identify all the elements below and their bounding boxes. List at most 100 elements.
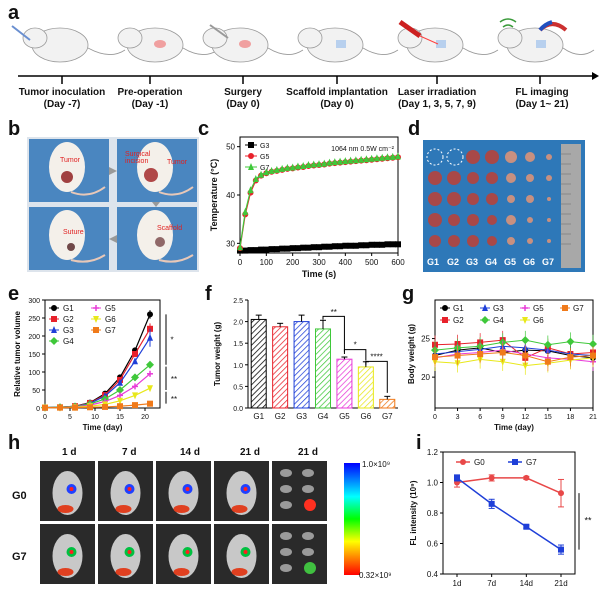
fl-colour-scale-bar xyxy=(344,463,360,575)
y-tick-label: 2.0 xyxy=(233,320,243,327)
data-point xyxy=(368,241,375,248)
x-tick-label: 400 xyxy=(339,258,353,267)
legend-label: G7 xyxy=(105,326,116,335)
data-point xyxy=(268,166,275,174)
fl-column-labels: 1 d 7 d 14 d 21 d 21 d xyxy=(40,447,330,459)
organ-sample xyxy=(302,469,314,477)
legend-label: G7 xyxy=(260,165,269,172)
chart-temperature: 0 100 200 300 400 500 600 30 40 50 Time (s) Tempera… xyxy=(209,136,405,279)
y-tick-label: 40 xyxy=(226,191,235,200)
x-tick-label: G4 xyxy=(318,412,329,421)
data-point xyxy=(252,247,259,254)
fl-signal-low xyxy=(115,568,132,576)
data-point xyxy=(242,207,249,215)
tumor-sample xyxy=(505,151,517,163)
data-point xyxy=(384,241,391,248)
timeline-step-6: FL imaging (Day 1~ 21) xyxy=(497,87,587,111)
fl-row-label-G7: G7 xyxy=(12,551,27,563)
x-axis-label: Time (day) xyxy=(83,423,123,432)
bar-G2 xyxy=(272,326,289,409)
data-point xyxy=(342,242,349,249)
fl-row-label-G0: G0 xyxy=(12,490,27,502)
significance-bracket xyxy=(365,360,388,393)
fl-scale-min: 0.32×10⁹ xyxy=(359,571,392,580)
x-tick-label: 12 xyxy=(521,414,529,421)
bar-G1 xyxy=(250,318,267,409)
data-point xyxy=(368,154,375,162)
panel-label-c: c xyxy=(198,118,210,140)
timeline-figure xyxy=(11,18,599,84)
organ-sample xyxy=(280,532,292,540)
tumor-photo-drawing xyxy=(426,144,581,268)
series-G7 xyxy=(237,152,401,251)
timeline-step-label: Tumor inoculation xyxy=(18,87,106,98)
series-G0 xyxy=(454,474,564,508)
y-tick-label: 0.0 xyxy=(233,406,243,413)
x-tick-label: 6 xyxy=(478,414,482,421)
timeline-step-day: (Day 0) xyxy=(320,99,354,110)
fl-signal-low xyxy=(173,505,190,513)
data-point xyxy=(321,243,328,250)
data-point xyxy=(316,244,322,251)
tumor-sample xyxy=(527,238,533,244)
fl-scale-max: 1.0×10⁹ xyxy=(362,460,391,469)
panel-label-b: b xyxy=(8,118,21,140)
significance-mark: ** xyxy=(331,308,337,317)
data-point xyxy=(117,397,123,405)
data-point xyxy=(373,154,380,162)
x-tick-label: 500 xyxy=(365,258,379,267)
data-point xyxy=(316,160,322,168)
legend-marker xyxy=(51,305,57,311)
tumor-sample xyxy=(429,235,441,247)
timeline-step-day: (Day 1, 3, 5, 7, 9) xyxy=(398,99,476,110)
timeline-step-2: Pre-operation (Day -1) xyxy=(105,87,195,111)
laser-icon xyxy=(398,19,439,45)
fl-signal-low xyxy=(115,505,132,513)
bar-G4 xyxy=(315,328,331,409)
data-point xyxy=(499,358,506,366)
fl-signal-core xyxy=(243,550,248,554)
mouse-silhouette xyxy=(52,534,83,578)
significance-mark: ** xyxy=(584,516,592,526)
data-point xyxy=(352,242,359,249)
series-G3 xyxy=(237,241,401,254)
x-tick-label: 0 xyxy=(433,414,437,421)
data-point xyxy=(379,153,386,161)
data-point xyxy=(389,241,396,248)
series-line xyxy=(456,477,562,494)
mouse-illustration-1 xyxy=(22,27,126,63)
y-axis-label: Tumor weight (g) xyxy=(213,322,222,387)
x-tick-label: 0 xyxy=(238,258,243,267)
chart-fl-intensity: 0.4 0.6 0.8 1.0 1.2 1d 7d 14d 21d FL intensity (1… xyxy=(409,448,592,588)
legend-label: G4 xyxy=(63,337,74,346)
y-tick-label: 0.8 xyxy=(427,509,439,518)
tumor-sample xyxy=(447,171,461,185)
data-point xyxy=(395,152,401,160)
data-point xyxy=(342,157,349,165)
tumor-sample xyxy=(507,195,515,203)
series-G7 xyxy=(432,343,596,371)
data-point xyxy=(284,163,291,171)
x-tick-label: 100 xyxy=(260,258,274,267)
x-tick-label: 300 xyxy=(312,258,326,267)
data-point xyxy=(326,158,333,166)
data-point xyxy=(321,159,328,167)
x-tick-label: G3 xyxy=(296,412,307,421)
data-point xyxy=(294,162,301,170)
data-point xyxy=(521,336,530,345)
tumor-group-label-G6: G6 xyxy=(523,257,536,267)
legend-label: G1 xyxy=(453,304,464,313)
mouse-silhouette xyxy=(226,534,257,578)
y-tick-label: 0.5 xyxy=(233,384,243,391)
tumor-sample xyxy=(525,152,535,162)
imaging-signal-icon xyxy=(499,18,568,32)
series-line xyxy=(434,339,594,351)
x-axis-label: Time (s) xyxy=(302,269,336,279)
x-tick-label: 600 xyxy=(391,258,405,267)
y-tick-label: 200 xyxy=(28,334,40,341)
fl-signal-organ xyxy=(304,562,316,574)
timeline-step-3: Surgery (Day 0) xyxy=(203,87,283,111)
fl-col-label: 21 d xyxy=(298,447,319,458)
tumor-sample xyxy=(547,218,551,222)
y-tick-label: 1.0 xyxy=(233,363,243,370)
